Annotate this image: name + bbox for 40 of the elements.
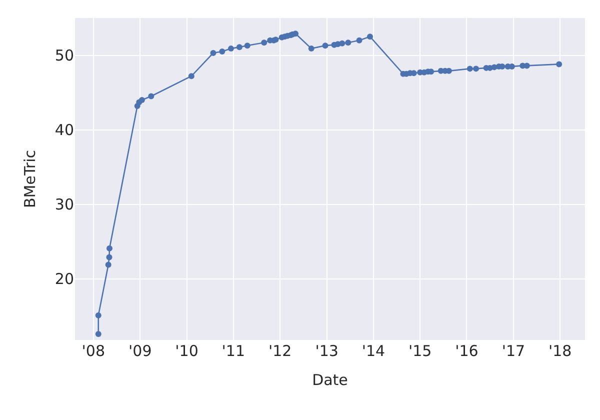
x-tick-label: '11 — [222, 342, 246, 360]
point — [366, 34, 373, 40]
point — [148, 93, 154, 100]
point — [473, 66, 480, 72]
x-tick-label: '17 — [502, 342, 526, 360]
x-axis-title: Date — [312, 371, 348, 389]
point — [356, 37, 362, 44]
point — [188, 73, 194, 80]
point — [556, 61, 562, 68]
y-tick-label: 30 — [54, 196, 74, 214]
point — [95, 331, 102, 338]
y-tick-label: 40 — [54, 121, 74, 140]
point — [322, 42, 328, 49]
point — [308, 46, 314, 52]
y-axis-title: BMeTric — [21, 150, 40, 208]
point — [138, 96, 145, 103]
x-tick-label: '16 — [455, 342, 478, 360]
x-tick-label: '15 — [408, 342, 432, 360]
point — [345, 40, 352, 46]
point — [106, 245, 112, 252]
point — [466, 66, 473, 72]
point — [339, 40, 346, 46]
point — [95, 312, 102, 318]
point — [228, 46, 234, 52]
point — [236, 44, 242, 50]
x-tick-label: '12 — [268, 342, 292, 360]
x-tick-label: '14 — [362, 342, 386, 360]
x-tick-label: '09 — [128, 342, 152, 360]
x-tick-label: '13 — [315, 342, 338, 360]
point — [210, 50, 216, 56]
point — [261, 40, 268, 46]
point — [106, 254, 112, 260]
point — [105, 262, 112, 268]
x-tick-label: '08 — [82, 342, 106, 360]
x-tick-label: '18 — [548, 342, 572, 360]
y-tick-label: 50 — [54, 46, 74, 65]
point — [219, 48, 226, 55]
x-tick-label: '10 — [175, 342, 198, 360]
point — [244, 42, 250, 49]
y-tick-label: 20 — [54, 270, 74, 288]
